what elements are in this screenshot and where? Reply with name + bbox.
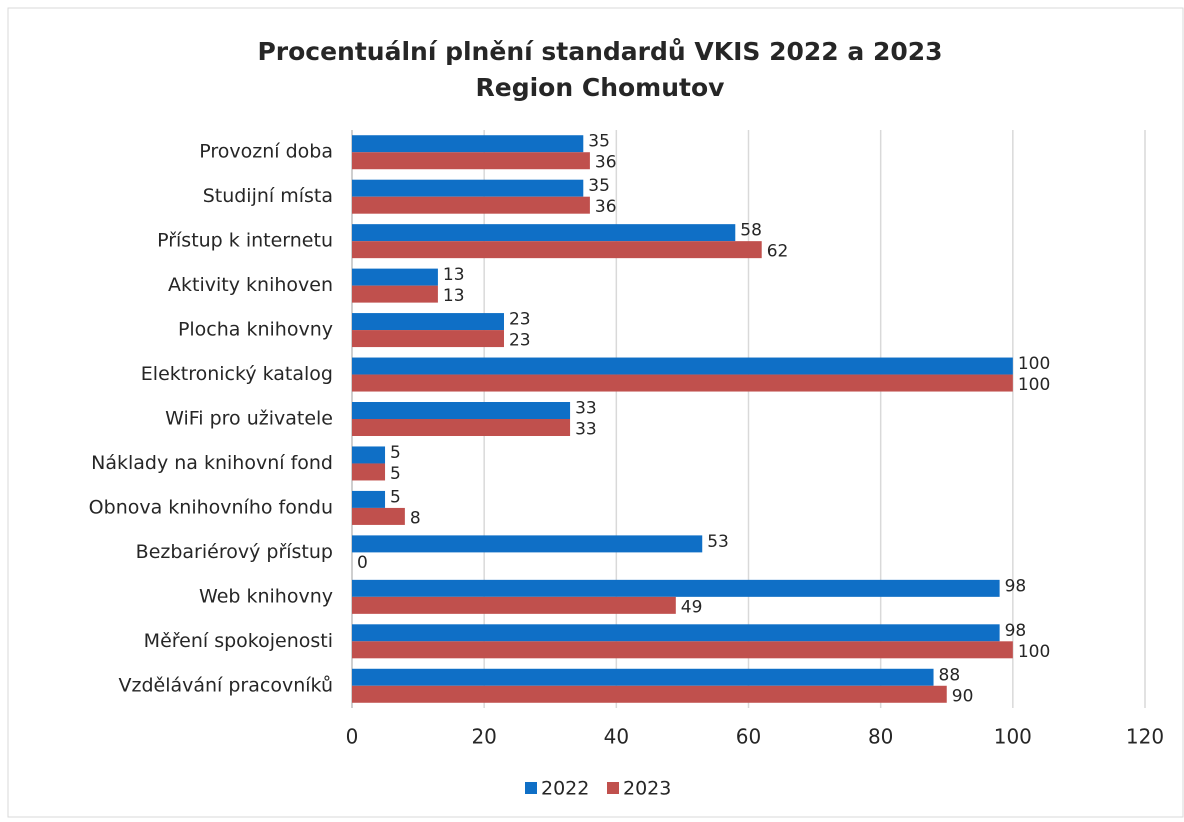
value-label: 100: [1018, 642, 1050, 662]
bar: [352, 152, 590, 170]
value-label: 98: [1005, 576, 1027, 596]
x-tick-label: 120: [1126, 725, 1164, 749]
y-tick-label: Přístup k internetu: [157, 230, 333, 252]
value-label: 36: [595, 197, 617, 217]
y-tick-label: Měření spokojenosti: [144, 630, 333, 652]
bar: [352, 668, 934, 686]
value-label: 13: [443, 265, 465, 285]
value-label: 5: [390, 443, 401, 463]
bar: [352, 241, 762, 259]
y-tick-label: Studijní místa: [203, 185, 333, 207]
value-label: 35: [588, 132, 610, 152]
x-tick-label: 60: [736, 725, 761, 749]
bar: [352, 196, 590, 214]
value-label: 5: [390, 464, 401, 484]
bar: [352, 463, 386, 481]
y-tick-label: WiFi pro uživatele: [165, 408, 333, 430]
y-tick-label: Náklady na knihovní fond: [91, 452, 333, 474]
y-tick-label: Elektronický katalog: [141, 363, 333, 385]
y-tick-label: Aktivity knihoven: [168, 274, 333, 296]
value-label: 100: [1018, 354, 1050, 374]
legend-label: 2023: [623, 778, 671, 800]
bar: [352, 357, 1013, 375]
bar: [352, 285, 438, 303]
value-label: 98: [1005, 621, 1027, 641]
y-tick-label: Plocha knihovny: [178, 319, 333, 341]
bar: [352, 402, 571, 419]
value-label: 23: [509, 310, 531, 330]
bar: [352, 268, 438, 286]
bar: [352, 419, 571, 436]
bar: [352, 313, 504, 331]
value-label: 33: [575, 399, 597, 419]
bar: [352, 179, 584, 197]
bar: [352, 685, 947, 703]
value-label: 23: [509, 331, 531, 351]
value-label: 100: [1018, 375, 1050, 395]
legend-swatch: [607, 782, 619, 794]
value-label: 33: [575, 420, 597, 440]
bar: [352, 507, 405, 525]
value-label: 62: [767, 242, 789, 262]
x-tick-label: 20: [471, 725, 496, 749]
bar: [352, 579, 1000, 597]
y-tick-label: Vzdělávání pracovníků: [118, 674, 333, 696]
y-tick-label: Provozní doba: [199, 141, 333, 163]
value-label: 88: [939, 665, 961, 685]
value-label: 5: [390, 487, 401, 507]
legend-swatch: [525, 782, 537, 794]
bar: [352, 641, 1013, 659]
value-label: 58: [740, 221, 762, 241]
x-tick-label: 100: [994, 725, 1032, 749]
value-label: 35: [588, 176, 610, 196]
bar: [352, 596, 676, 614]
value-label: 0: [357, 553, 368, 573]
y-tick-label: Obnova knihovního fondu: [89, 496, 333, 518]
bar: [352, 224, 736, 242]
value-label: 53: [707, 532, 729, 552]
value-label: 13: [443, 286, 465, 306]
bar: [352, 446, 386, 464]
legend-label: 2022: [541, 778, 589, 800]
y-tick-label: Web knihovny: [199, 585, 333, 607]
bar: [352, 535, 703, 553]
bar: [352, 374, 1013, 392]
chart-subtitle: Region Chomutov: [476, 73, 725, 102]
y-tick-label: Bezbariérový přístup: [136, 541, 333, 563]
value-label: 49: [681, 597, 703, 617]
value-label: 90: [952, 686, 974, 706]
x-tick-label: 80: [868, 725, 893, 749]
x-tick-label: 40: [604, 725, 629, 749]
value-label: 8: [410, 508, 421, 528]
chart-title: Procentuální plnění standardů VKIS 2022 …: [257, 37, 942, 66]
value-label: 36: [595, 153, 617, 173]
bar: [352, 490, 386, 508]
bar: [352, 135, 584, 153]
bar: [352, 624, 1000, 642]
bar: [352, 330, 504, 348]
x-tick-label: 0: [346, 725, 359, 749]
